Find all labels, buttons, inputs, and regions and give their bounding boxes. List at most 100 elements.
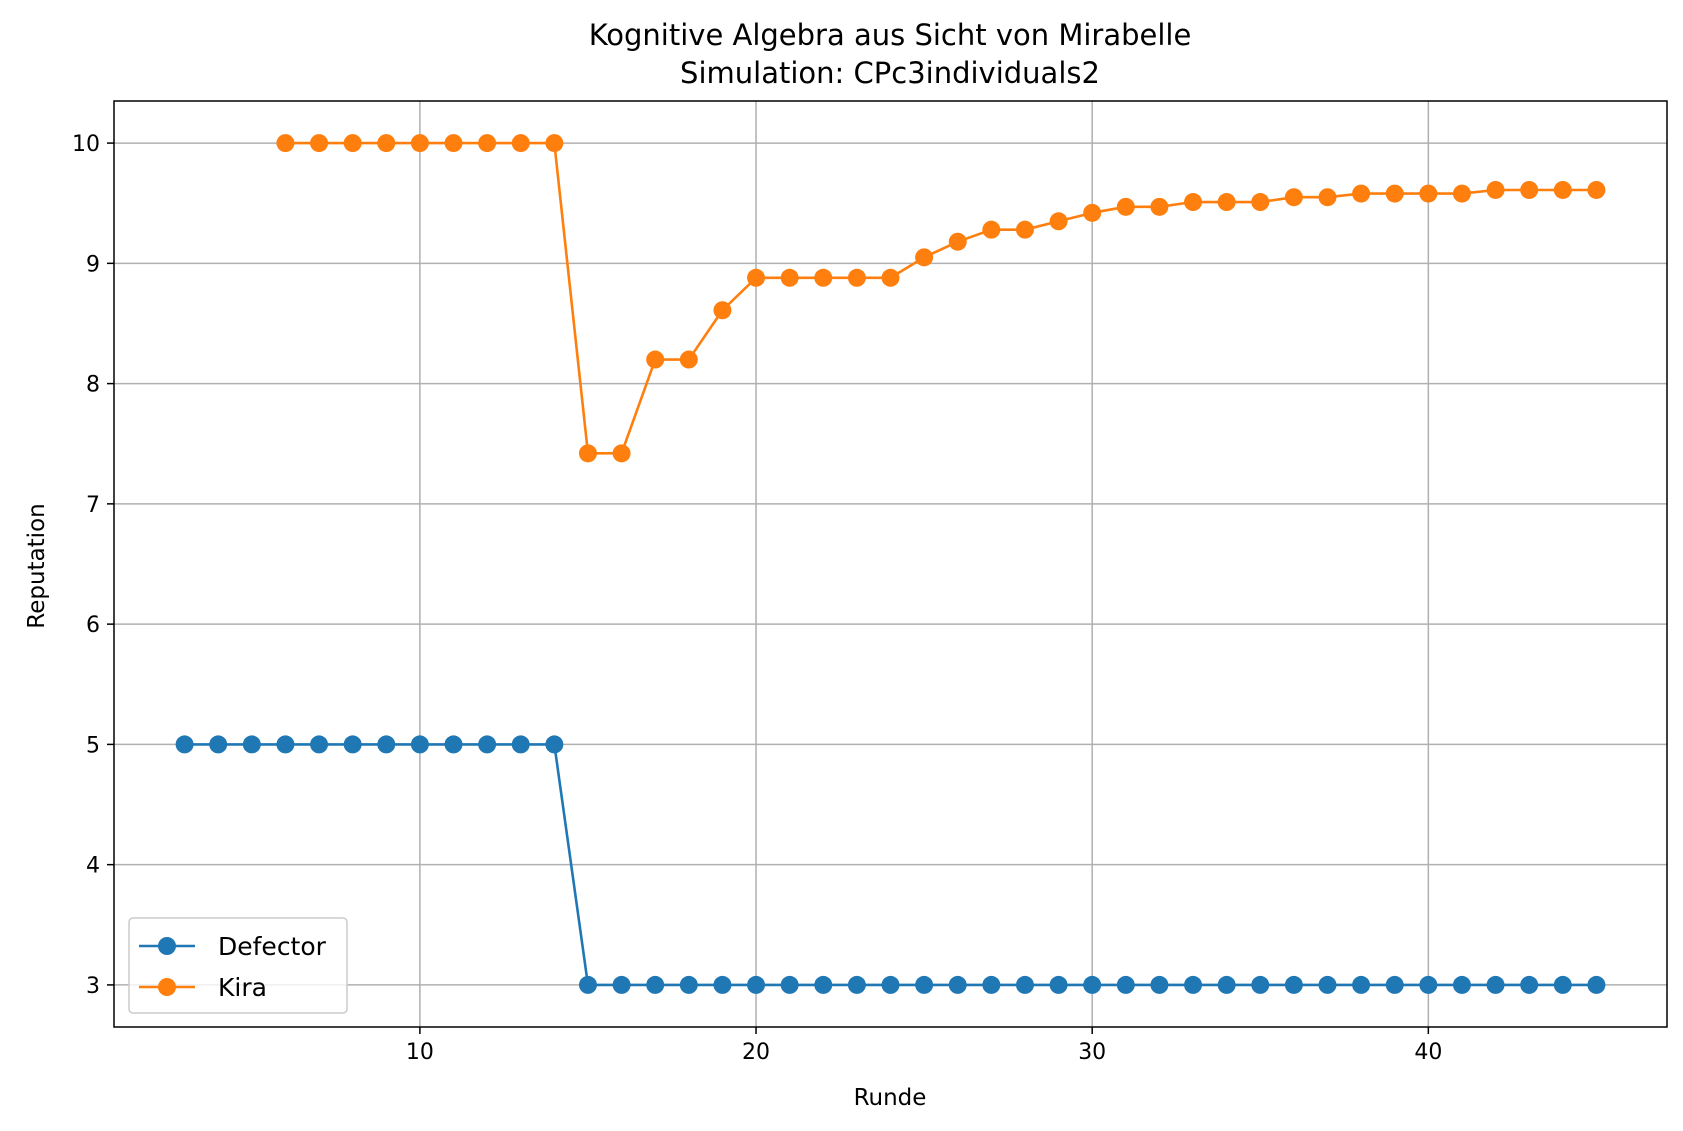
data-point bbox=[1251, 193, 1270, 212]
data-point bbox=[343, 134, 362, 153]
data-point bbox=[1452, 975, 1471, 994]
data-point bbox=[1587, 180, 1606, 199]
data-point bbox=[1284, 188, 1303, 207]
data-point bbox=[1452, 184, 1471, 203]
data-point bbox=[545, 735, 564, 754]
data-point bbox=[1184, 193, 1203, 212]
data-point bbox=[948, 232, 967, 251]
data-point bbox=[1284, 975, 1303, 994]
data-point bbox=[1150, 197, 1169, 216]
y-tick-label: 3 bbox=[86, 974, 100, 999]
data-point bbox=[478, 735, 497, 754]
data-point bbox=[1486, 180, 1505, 199]
data-point bbox=[478, 134, 497, 153]
data-point bbox=[1419, 184, 1438, 203]
x-tick-label: 10 bbox=[406, 1040, 434, 1065]
axis-tick-labels: 10 20 30 40 3 4 5 6 7 8 9 10 bbox=[72, 132, 1442, 1065]
data-point bbox=[1385, 184, 1404, 203]
data-point bbox=[814, 975, 833, 994]
data-point bbox=[1184, 975, 1203, 994]
grid bbox=[114, 101, 1667, 1027]
data-point bbox=[1385, 975, 1404, 994]
data-point bbox=[948, 975, 967, 994]
data-point bbox=[545, 134, 564, 153]
data-point bbox=[780, 975, 799, 994]
x-tick-label: 20 bbox=[742, 1040, 770, 1065]
data-point bbox=[1520, 975, 1539, 994]
data-point bbox=[1486, 975, 1505, 994]
legend: Defector Kira bbox=[128, 917, 348, 1014]
y-tick-label: 9 bbox=[86, 252, 100, 277]
data-point bbox=[814, 268, 833, 287]
data-point bbox=[242, 735, 261, 754]
data-point bbox=[444, 735, 463, 754]
legend-entry: Defector bbox=[139, 932, 327, 961]
y-tick-label: 10 bbox=[72, 132, 100, 157]
data-point bbox=[444, 134, 463, 153]
data-point bbox=[646, 975, 665, 994]
data-point bbox=[1049, 212, 1068, 231]
data-point bbox=[343, 735, 362, 754]
data-point bbox=[915, 248, 934, 267]
data-point bbox=[713, 975, 732, 994]
data-point bbox=[1083, 203, 1102, 222]
data-point bbox=[1352, 975, 1371, 994]
data-point bbox=[1217, 193, 1236, 212]
legend-label: Kira bbox=[218, 973, 267, 1002]
data-point bbox=[276, 735, 295, 754]
legend-box bbox=[128, 917, 348, 1014]
data-point bbox=[1419, 975, 1438, 994]
data-point bbox=[847, 268, 866, 287]
data-point bbox=[1015, 975, 1034, 994]
data-point bbox=[1352, 184, 1371, 203]
data-point bbox=[1150, 975, 1169, 994]
data-point bbox=[377, 134, 396, 153]
data-point bbox=[276, 134, 295, 153]
data-point bbox=[511, 134, 530, 153]
data-point bbox=[982, 220, 1001, 239]
data-point bbox=[915, 975, 934, 994]
data-point bbox=[377, 735, 396, 754]
data-point bbox=[1587, 975, 1606, 994]
plot-series bbox=[175, 134, 1606, 994]
data-point bbox=[1083, 975, 1102, 994]
data-point bbox=[410, 735, 429, 754]
data-point bbox=[1015, 220, 1034, 239]
legend-entry: Kira bbox=[139, 973, 267, 1002]
y-tick-label: 5 bbox=[86, 733, 100, 758]
data-point bbox=[881, 975, 900, 994]
data-point bbox=[1520, 180, 1539, 199]
data-point bbox=[982, 975, 1001, 994]
data-point bbox=[713, 301, 732, 320]
data-point bbox=[679, 350, 698, 369]
data-point bbox=[1318, 975, 1337, 994]
data-point bbox=[578, 444, 597, 463]
data-point bbox=[1251, 975, 1270, 994]
series-line bbox=[285, 141, 1597, 455]
data-point bbox=[881, 268, 900, 287]
data-point bbox=[1553, 180, 1572, 199]
data-point bbox=[612, 444, 631, 463]
x-axis-label: Runde bbox=[854, 1085, 927, 1111]
y-axis-label: Reputation bbox=[24, 503, 50, 628]
data-point bbox=[1049, 975, 1068, 994]
data-point bbox=[578, 975, 597, 994]
data-point bbox=[310, 735, 329, 754]
chart-subtitle: Simulation: CPc3individuals2 bbox=[680, 56, 1100, 90]
data-point bbox=[410, 134, 429, 153]
chart-title: Kognitive Algebra aus Sicht von Mirabell… bbox=[589, 18, 1192, 52]
plot-frame bbox=[113, 100, 1668, 1028]
data-point bbox=[847, 975, 866, 994]
data-point bbox=[612, 975, 631, 994]
legend-marker bbox=[158, 937, 176, 955]
data-point bbox=[1116, 975, 1135, 994]
y-tick-label: 6 bbox=[86, 613, 100, 638]
data-point bbox=[747, 975, 766, 994]
data-point bbox=[1318, 188, 1337, 207]
data-point bbox=[310, 134, 329, 153]
x-tick-label: 30 bbox=[1078, 1040, 1106, 1065]
data-point bbox=[747, 268, 766, 287]
data-point bbox=[511, 735, 530, 754]
data-point bbox=[175, 735, 194, 754]
